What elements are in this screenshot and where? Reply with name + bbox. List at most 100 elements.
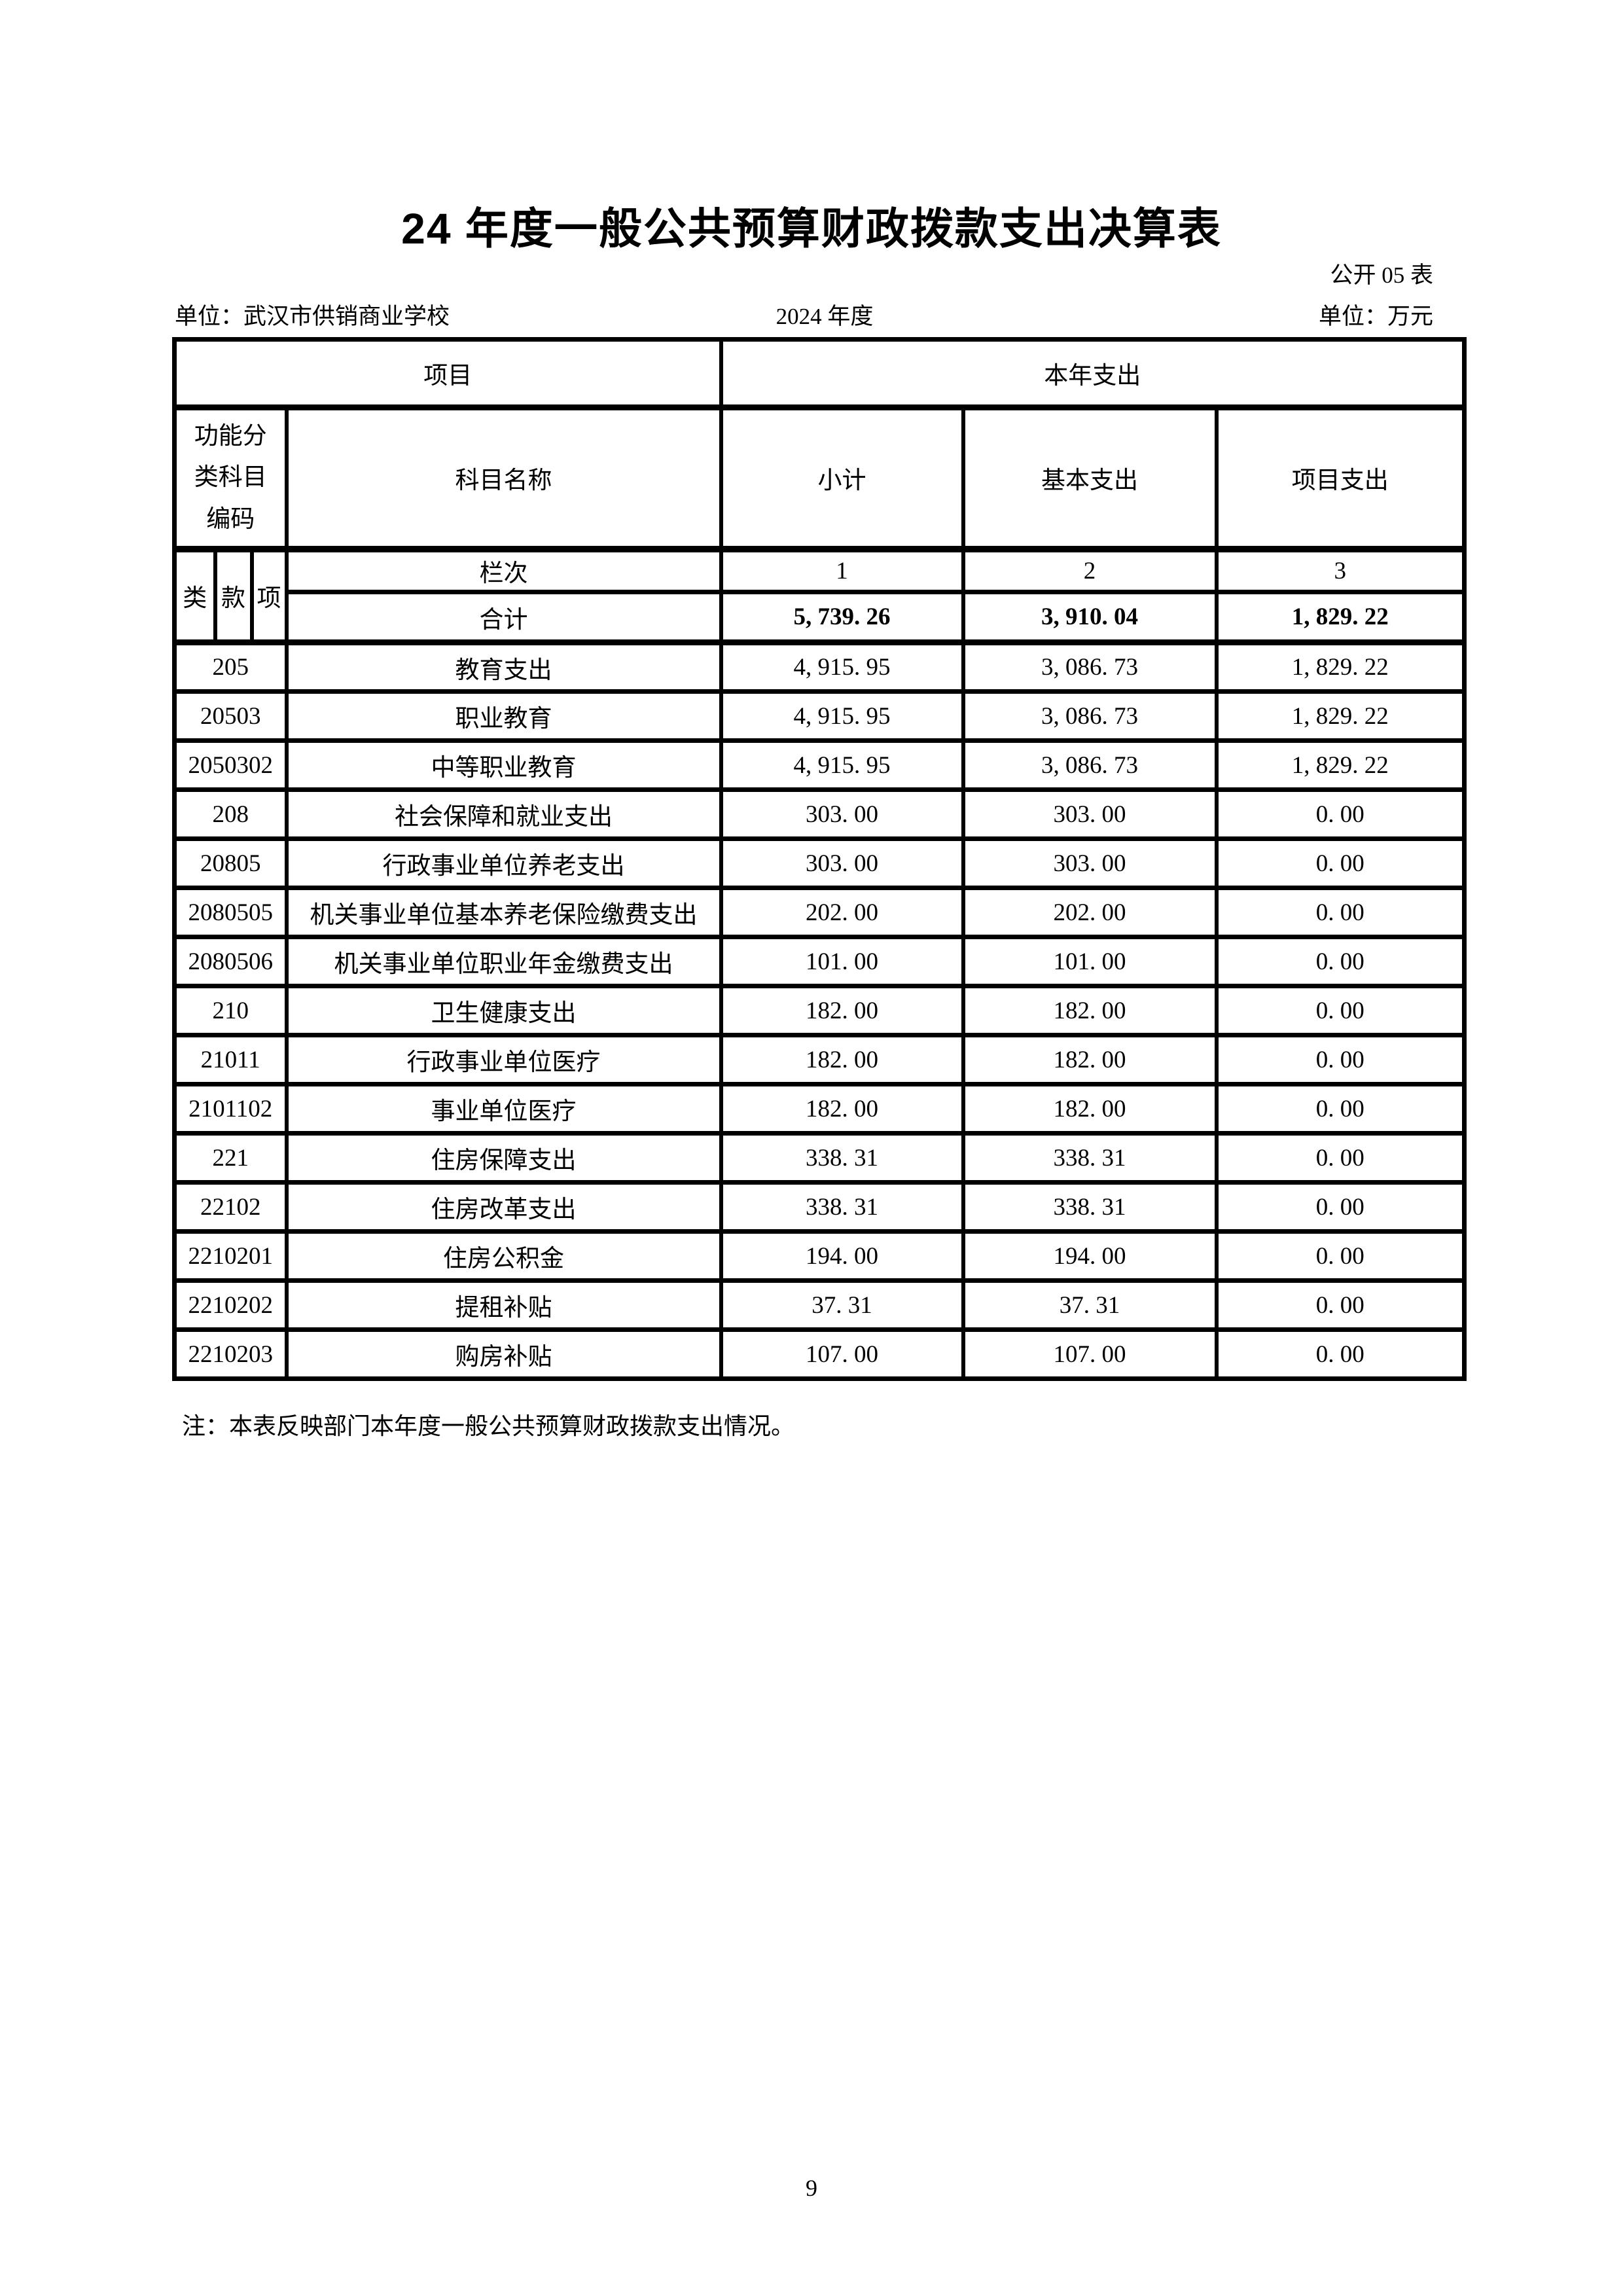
header-subject-name: 科目名称: [284, 405, 723, 552]
header-function-code-line: 功能分: [194, 422, 267, 450]
row-code: 2210203: [172, 1327, 289, 1381]
row-subtotal: 37. 31: [719, 1278, 965, 1332]
table-row: 2210203 购房补贴 107. 00 107. 00 0. 00: [172, 1327, 1467, 1381]
table-row: 2210202 提租补贴 37. 31 37. 31 0. 00: [172, 1278, 1467, 1332]
row-basic: 194. 00: [961, 1229, 1219, 1283]
row-name: 住房保障支出: [284, 1131, 723, 1185]
row-code: 21011: [172, 1033, 289, 1086]
header-basic-expenditure: 基本支出: [961, 405, 1219, 552]
row-project: 0. 00: [1214, 1082, 1467, 1136]
row-code: 2210201: [172, 1229, 289, 1283]
row-subtotal: 303. 00: [719, 836, 965, 890]
row-basic: 338. 31: [961, 1180, 1219, 1234]
row-name: 行政事业单位医疗: [284, 1033, 723, 1086]
row-basic: 37. 31: [961, 1278, 1219, 1332]
row-name: 购房补贴: [284, 1327, 723, 1381]
row-basic: 3, 086. 73: [961, 738, 1219, 792]
row-code: 22102: [172, 1180, 289, 1234]
row-project: 0. 00: [1214, 1327, 1467, 1381]
row-basic: 3, 086. 73: [961, 640, 1219, 694]
page-number: 9: [806, 2175, 817, 2201]
row-subtotal: 338. 31: [719, 1180, 965, 1234]
unit-name-label: 单位：武汉市供销商业学校: [175, 304, 450, 329]
row-subtotal: 4, 915. 95: [719, 689, 965, 743]
row-project: 0. 00: [1214, 886, 1467, 939]
row-code: 2101102: [172, 1082, 289, 1136]
table-row: 205 教育支出 4, 915. 95 3, 086. 73 1, 829. 2…: [172, 640, 1467, 694]
row-name: 教育支出: [284, 640, 723, 694]
currency-unit-label: 单位：万元: [1318, 304, 1433, 329]
row-subtotal: 182. 00: [719, 1033, 965, 1086]
table-row: 22102 住房改革支出 338. 31 338. 31 0. 00: [172, 1180, 1467, 1234]
header-column-label: 栏次: [284, 547, 723, 594]
table-row: 2080505 机关事业单位基本养老保险缴费支出 202. 00 202. 00…: [172, 886, 1467, 939]
row-code: 2050302: [172, 738, 289, 792]
row-name: 机关事业单位职业年金缴费支出: [284, 935, 723, 988]
page-title: 24 年度一般公共预算财政拨款支出决算表: [401, 204, 1222, 253]
row-project: 0. 00: [1214, 1033, 1467, 1086]
header-function-code-line: 类科目: [194, 464, 267, 492]
row-basic: 182. 00: [961, 1082, 1219, 1136]
column-number-1: 1: [719, 547, 965, 594]
header-current-year-expenditure: 本年支出: [719, 337, 1467, 410]
total-basic: 3, 910. 04: [961, 590, 1219, 645]
row-project: 0. 00: [1214, 1180, 1467, 1234]
row-project: 0. 00: [1214, 984, 1467, 1037]
row-subtotal: 4, 915. 95: [719, 738, 965, 792]
row-name: 卫生健康支出: [284, 984, 723, 1037]
row-code: 20503: [172, 689, 289, 743]
row-project: 0. 00: [1214, 935, 1467, 988]
row-project: 1, 829. 22: [1214, 738, 1467, 792]
fiscal-year-label: 2024 年度: [776, 304, 874, 329]
row-name: 社会保障和就业支出: [284, 787, 723, 841]
row-name: 事业单位医疗: [284, 1082, 723, 1136]
table-row: 208 社会保障和就业支出 303. 00 303. 00 0. 00: [172, 787, 1467, 841]
total-subtotal: 5, 739. 26: [719, 590, 965, 645]
header-clause: 款: [213, 547, 254, 645]
header-subtotal: 小计: [719, 405, 965, 552]
row-name: 住房改革支出: [284, 1180, 723, 1234]
row-code: 20805: [172, 836, 289, 890]
row-name: 机关事业单位基本养老保险缴费支出: [284, 886, 723, 939]
header-row-group: 项目 本年支出: [172, 337, 1467, 410]
row-code: 2080505: [172, 886, 289, 939]
column-number-2: 2: [961, 547, 1219, 594]
row-basic: 338. 31: [961, 1131, 1219, 1185]
row-basic: 182. 00: [961, 984, 1219, 1037]
table-code-label: 公开 05 表: [1330, 262, 1433, 288]
header-row-index: 类 款 项 栏次 1 2 3: [172, 547, 1467, 645]
row-basic: 303. 00: [961, 787, 1219, 841]
row-basic: 101. 00: [961, 935, 1219, 988]
row-project: 0. 00: [1214, 1278, 1467, 1332]
row-project: 1, 829. 22: [1214, 689, 1467, 743]
header-row-columns: 功能分 类科目 编码 科目名称 小计 基本支出 项目支出: [172, 405, 1467, 552]
row-project: 0. 00: [1214, 787, 1467, 841]
table-note: 注：本表反映部门本年度一般公共预算财政拨款支出情况。: [182, 1413, 795, 1439]
row-subtotal: 107. 00: [719, 1327, 965, 1381]
row-code: 221: [172, 1131, 289, 1185]
row-project: 0. 00: [1214, 1229, 1467, 1283]
table-row: 21011 行政事业单位医疗 182. 00 182. 00 0. 00: [172, 1033, 1467, 1086]
row-subtotal: 194. 00: [719, 1229, 965, 1283]
row-basic: 303. 00: [961, 836, 1219, 890]
table-row: 20503 职业教育 4, 915. 95 3, 086. 73 1, 829.…: [172, 689, 1467, 743]
row-basic: 3, 086. 73: [961, 689, 1219, 743]
row-name: 中等职业教育: [284, 738, 723, 792]
header-item: 项: [249, 547, 289, 645]
total-row: 合计 5, 739. 26 3, 910. 04 1, 829. 22: [175, 590, 1467, 645]
row-subtotal: 303. 00: [719, 787, 965, 841]
total-label: 合计: [284, 590, 723, 645]
row-subtotal: 101. 00: [719, 935, 965, 988]
table-row: 2101102 事业单位医疗 182. 00 182. 00 0. 00: [172, 1082, 1467, 1136]
table-row: 221 住房保障支出 338. 31 338. 31 0. 00: [172, 1131, 1467, 1185]
row-code: 205: [172, 640, 289, 694]
row-subtotal: 338. 31: [719, 1131, 965, 1185]
header-category: 类: [172, 547, 217, 645]
header-project-expenditure: 项目支出: [1214, 405, 1467, 552]
row-code: 2080506: [172, 935, 289, 988]
row-project: 0. 00: [1214, 1131, 1467, 1185]
row-code: 2210202: [172, 1278, 289, 1332]
table-row: 210 卫生健康支出 182. 00 182. 00 0. 00: [172, 984, 1467, 1037]
row-code: 210: [172, 984, 289, 1037]
